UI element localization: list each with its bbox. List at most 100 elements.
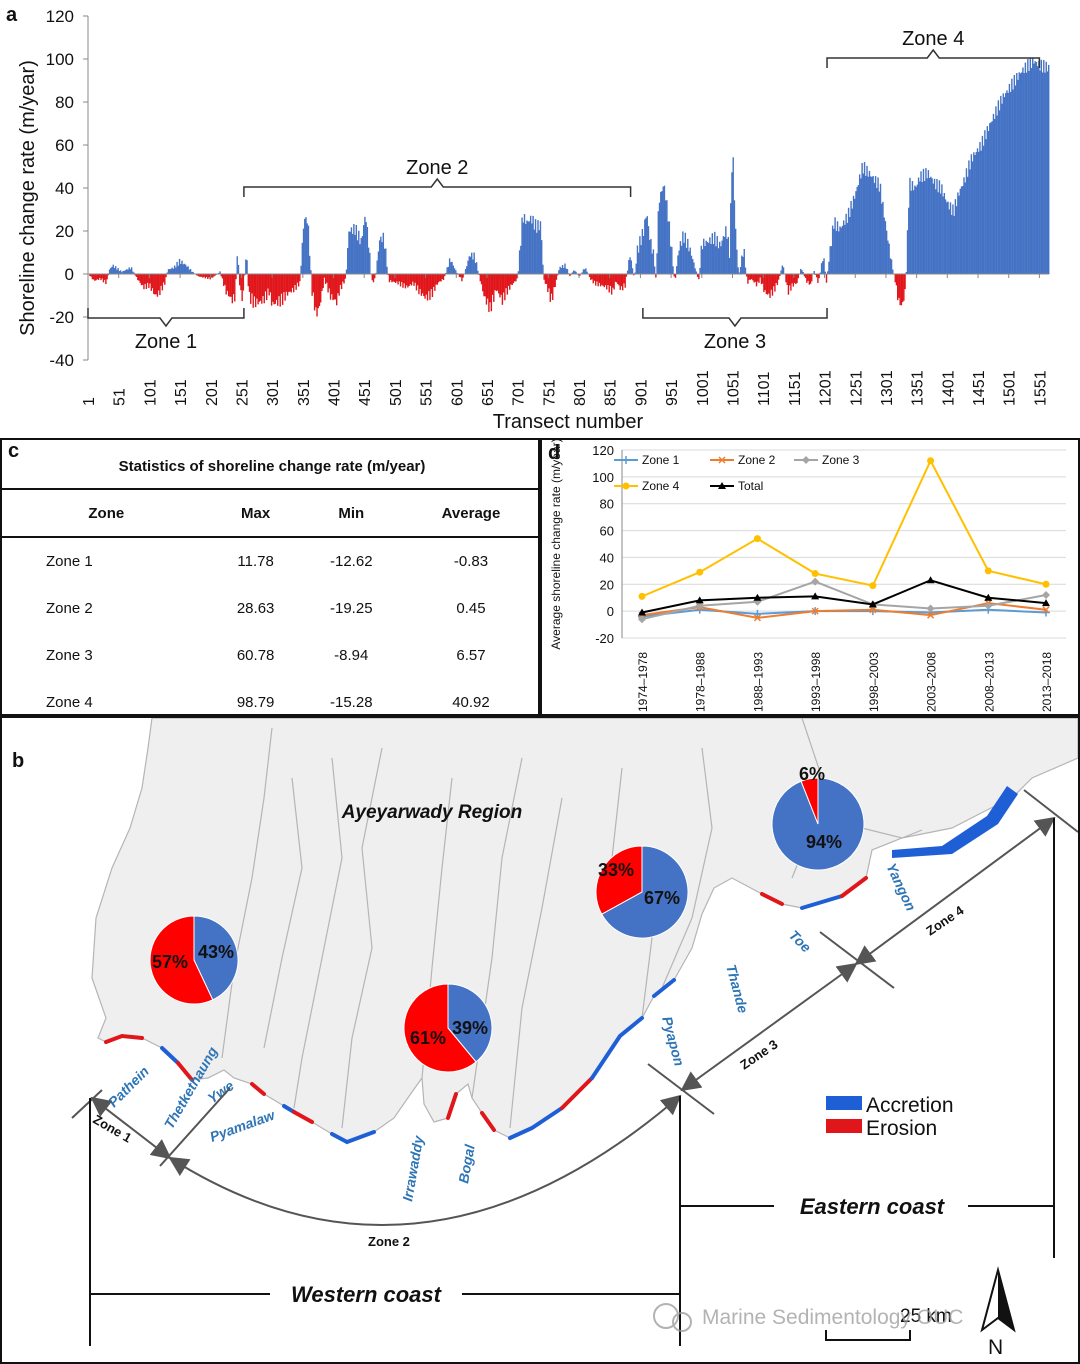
stats-table: Zone Max Min Average Zone 1 11.78 -12.62… xyxy=(2,488,540,726)
bar xyxy=(1006,90,1008,275)
bar xyxy=(266,274,268,301)
bar xyxy=(786,274,788,285)
bar xyxy=(242,274,245,291)
bar xyxy=(221,274,224,279)
x-tick-label: 351 xyxy=(296,379,313,406)
bar xyxy=(112,264,114,275)
bar xyxy=(337,274,339,294)
bar xyxy=(144,274,146,284)
bar xyxy=(452,265,455,275)
bar xyxy=(1045,61,1047,275)
bar xyxy=(410,274,413,286)
zone-bracket xyxy=(642,308,828,328)
bar xyxy=(827,271,829,275)
bar xyxy=(867,176,869,275)
bar xyxy=(512,274,515,284)
bar xyxy=(360,237,362,275)
pie-zone-1: 57% 43% xyxy=(149,915,239,1005)
bar xyxy=(426,274,429,301)
eastern-coast-label: Eastern coast xyxy=(800,1194,946,1219)
bar xyxy=(890,259,893,275)
bar xyxy=(877,177,879,275)
bar xyxy=(807,274,809,281)
bar xyxy=(166,272,168,275)
bar xyxy=(397,274,399,285)
bar xyxy=(1044,72,1046,275)
bar xyxy=(1024,62,1027,275)
bar xyxy=(716,236,718,275)
bar xyxy=(682,231,684,275)
bar xyxy=(404,274,407,289)
bar xyxy=(440,274,442,282)
bar xyxy=(968,160,970,275)
bar xyxy=(822,261,824,275)
legend-label: Total xyxy=(738,479,763,493)
bar xyxy=(403,274,405,284)
bar xyxy=(637,252,640,275)
place-bogal: Bogal xyxy=(455,1142,478,1184)
bar xyxy=(300,265,302,275)
bar xyxy=(509,274,511,290)
bar xyxy=(299,274,301,282)
bar xyxy=(773,274,775,287)
x-tick-label: 201 xyxy=(204,379,221,406)
bar xyxy=(224,274,226,285)
north-label: N xyxy=(988,1336,1003,1359)
bar xyxy=(932,183,935,275)
cell-min: -19.25 xyxy=(330,600,373,617)
bar xyxy=(188,269,191,275)
bar xyxy=(854,198,856,275)
bar xyxy=(164,274,166,285)
bar xyxy=(733,200,736,275)
bar xyxy=(938,180,941,275)
point xyxy=(984,567,992,575)
bar xyxy=(630,260,633,275)
x-tick-label: 2003–2008 xyxy=(925,652,939,712)
bar xyxy=(703,238,705,275)
bar xyxy=(624,274,626,288)
bar xyxy=(715,246,717,275)
bar xyxy=(135,274,138,277)
bar xyxy=(90,274,92,277)
table-title: Statistics of shoreline change rate (m/y… xyxy=(118,458,426,475)
bar xyxy=(996,115,998,275)
bar xyxy=(289,274,291,292)
point xyxy=(638,592,646,600)
bar xyxy=(897,274,899,301)
legend-label: Zone 3 xyxy=(822,453,860,467)
bar xyxy=(356,240,359,275)
bar xyxy=(608,274,610,293)
bar xyxy=(96,274,98,280)
bar xyxy=(603,274,606,288)
y-tick-label: 40 xyxy=(600,550,614,565)
panel-a-bar-chart: a -40 -20 0 20 40 60 80 100 120 1 51 101 151 201 251 30… xyxy=(0,0,1080,436)
bar xyxy=(366,227,369,275)
bar xyxy=(861,162,863,275)
bar xyxy=(176,261,178,275)
north-arrow: N xyxy=(980,1266,1016,1359)
x-tick-label: 1993–1998 xyxy=(809,652,823,712)
bar xyxy=(365,222,367,275)
bar xyxy=(964,182,966,275)
pie-slice-erosion xyxy=(800,777,819,825)
bar xyxy=(560,267,563,275)
bar xyxy=(787,274,790,295)
bar xyxy=(776,274,779,286)
y-tick-label: 40 xyxy=(55,179,74,198)
bar xyxy=(312,274,315,293)
bar xyxy=(928,177,931,275)
bar xyxy=(569,274,571,277)
bar xyxy=(232,274,235,295)
bar xyxy=(754,274,756,282)
bar xyxy=(705,240,707,275)
bar xyxy=(685,247,688,275)
bar xyxy=(774,274,776,292)
bar xyxy=(170,268,172,275)
bar xyxy=(755,274,758,287)
bar xyxy=(694,268,696,275)
bar xyxy=(353,223,355,275)
place-toe: Toe xyxy=(786,927,815,956)
bar xyxy=(187,266,189,275)
y-tick-label: 60 xyxy=(55,136,74,155)
